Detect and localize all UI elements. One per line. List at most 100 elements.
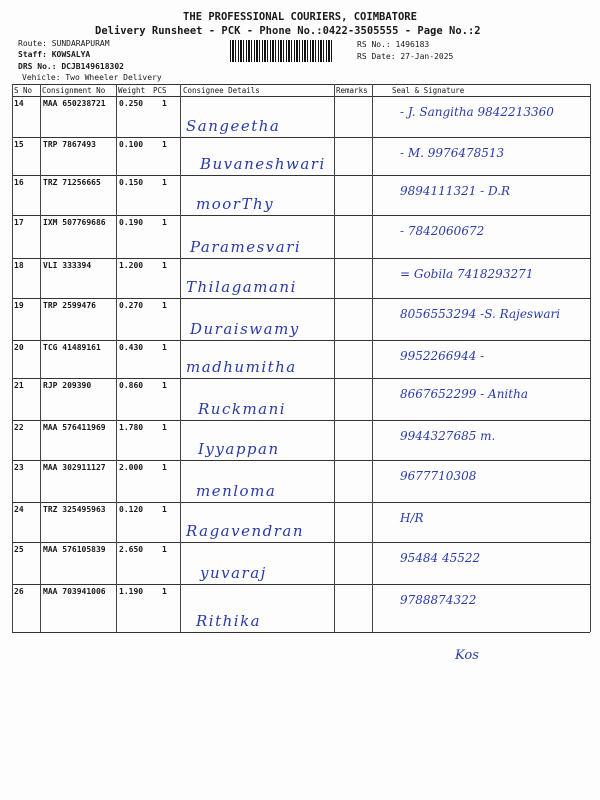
col-seal: Seal & Signature — [392, 86, 465, 95]
serial-number: 18 — [14, 261, 24, 270]
row-divider — [12, 340, 590, 341]
pieces: 1 — [162, 261, 167, 270]
consignment-number: TRZ 325495963 — [43, 505, 106, 514]
serial-number: 24 — [14, 505, 24, 514]
consignee-name: Iyyappan — [198, 440, 280, 458]
row-divider — [12, 584, 590, 585]
column-divider — [372, 84, 373, 632]
row-divider — [12, 84, 590, 85]
company-title: THE PROFESSIONAL COURIERS, COIMBATORE — [183, 11, 417, 23]
consignment-number: TCG 41489161 — [43, 343, 101, 352]
row-divider — [12, 96, 590, 97]
consignment-number: RJP 209390 — [43, 381, 92, 390]
consignee-name: moorThy — [196, 195, 275, 213]
row-divider — [12, 460, 590, 461]
weight: 0.120 — [119, 505, 144, 514]
vehicle: Vehicle: Two Wheeler Delivery — [22, 73, 162, 82]
seal-signature: 9788874322 — [400, 593, 477, 607]
row-divider — [12, 502, 590, 503]
pieces: 1 — [162, 178, 167, 187]
barcode — [230, 40, 332, 62]
consignee-name: yuvaraj — [200, 564, 267, 582]
serial-number: 16 — [14, 178, 24, 187]
weight: 0.860 — [119, 381, 144, 390]
serial-number: 14 — [14, 99, 24, 108]
route: Route: SUNDARAPURAM — [18, 39, 110, 48]
weight: 0.430 — [119, 343, 144, 352]
consignee-name: menloma — [196, 482, 277, 500]
column-divider — [334, 84, 335, 632]
seal-signature: - 7842060672 — [400, 224, 485, 238]
row-divider — [12, 542, 590, 543]
weight: 2.650 — [119, 545, 144, 554]
rs-date: RS Date: 27-Jan-2025 — [357, 52, 454, 61]
row-divider — [12, 215, 590, 216]
serial-number: 20 — [14, 343, 24, 352]
drs-no: DRS No.: DCJB149618302 — [18, 62, 124, 71]
row-divider — [12, 632, 590, 633]
seal-signature: 95484 45522 — [400, 551, 481, 565]
staff: Staff: KOWSALYA — [18, 50, 91, 59]
consignment-number: MAA 703941006 — [43, 587, 106, 596]
column-divider — [180, 84, 181, 632]
row-divider — [12, 258, 590, 259]
serial-number: 23 — [14, 463, 24, 472]
weight: 0.190 — [119, 218, 144, 227]
col-consignment: Consignment No — [42, 86, 106, 95]
row-divider — [12, 298, 590, 299]
serial-number: 21 — [14, 381, 24, 390]
weight: 1.190 — [119, 587, 144, 596]
col-sno: S No — [14, 86, 33, 95]
consignee-name: madhumitha — [186, 358, 297, 376]
runsheet-subtitle: Delivery Runsheet - PCK - Phone No.:0422… — [95, 25, 481, 37]
consignee-name: Ragavendran — [186, 522, 305, 540]
serial-number: 22 — [14, 423, 24, 432]
pieces: 1 — [162, 545, 167, 554]
serial-number: 25 — [14, 545, 24, 554]
col-remarks: Remarks — [336, 86, 368, 95]
pieces: 1 — [162, 99, 167, 108]
rs-no: RS No.: 1496183 — [357, 40, 430, 49]
consignment-number: MAA 576411969 — [43, 423, 106, 432]
seal-signature: 8056553294 -S. Rajeswari — [400, 307, 561, 321]
pieces: 1 — [162, 301, 167, 310]
consignment-number: MAA 302911127 — [43, 463, 106, 472]
serial-number: 17 — [14, 218, 24, 227]
consignee-name: Sangeetha — [186, 117, 281, 135]
weight: 1.200 — [119, 261, 144, 270]
column-divider — [12, 84, 13, 632]
consignment-number: VLI 333394 — [43, 261, 92, 270]
pieces: 1 — [162, 423, 167, 432]
seal-signature: = Gobila 7418293271 — [400, 267, 534, 281]
pieces: 1 — [162, 587, 167, 596]
consignee-name: Ruckmani — [198, 400, 287, 418]
seal-signature: 8667652299 - Anitha — [400, 387, 528, 401]
serial-number: 19 — [14, 301, 24, 310]
weight: 2.000 — [119, 463, 144, 472]
consignee-name: Thilagamani — [186, 278, 297, 296]
consignment-number: TRZ 71256665 — [43, 178, 101, 187]
weight: 1.780 — [119, 423, 144, 432]
pieces: 1 — [162, 140, 167, 149]
seal-signature: - J. Sangitha 9842213360 — [400, 105, 554, 119]
column-divider — [116, 84, 117, 632]
seal-signature: H/R — [400, 511, 424, 525]
pieces: 1 — [162, 505, 167, 514]
weight: 0.270 — [119, 301, 144, 310]
seal-signature: 9677710308 — [400, 469, 477, 483]
col-consignee: Consignee Details — [183, 86, 260, 95]
weight: 0.250 — [119, 99, 144, 108]
serial-number: 15 — [14, 140, 24, 149]
pieces: 1 — [162, 381, 167, 390]
row-divider — [12, 175, 590, 176]
column-divider — [40, 84, 41, 632]
consignment-number: IXM 507769686 — [43, 218, 106, 227]
row-divider — [12, 420, 590, 421]
consignee-name: Paramesvari — [190, 238, 302, 256]
row-divider — [12, 378, 590, 379]
consignee-name: Buvaneshwari — [200, 155, 326, 173]
seal-signature: - M. 9976478513 — [400, 146, 505, 160]
consignee-name: Rithika — [196, 612, 262, 630]
weight: 0.150 — [119, 178, 144, 187]
